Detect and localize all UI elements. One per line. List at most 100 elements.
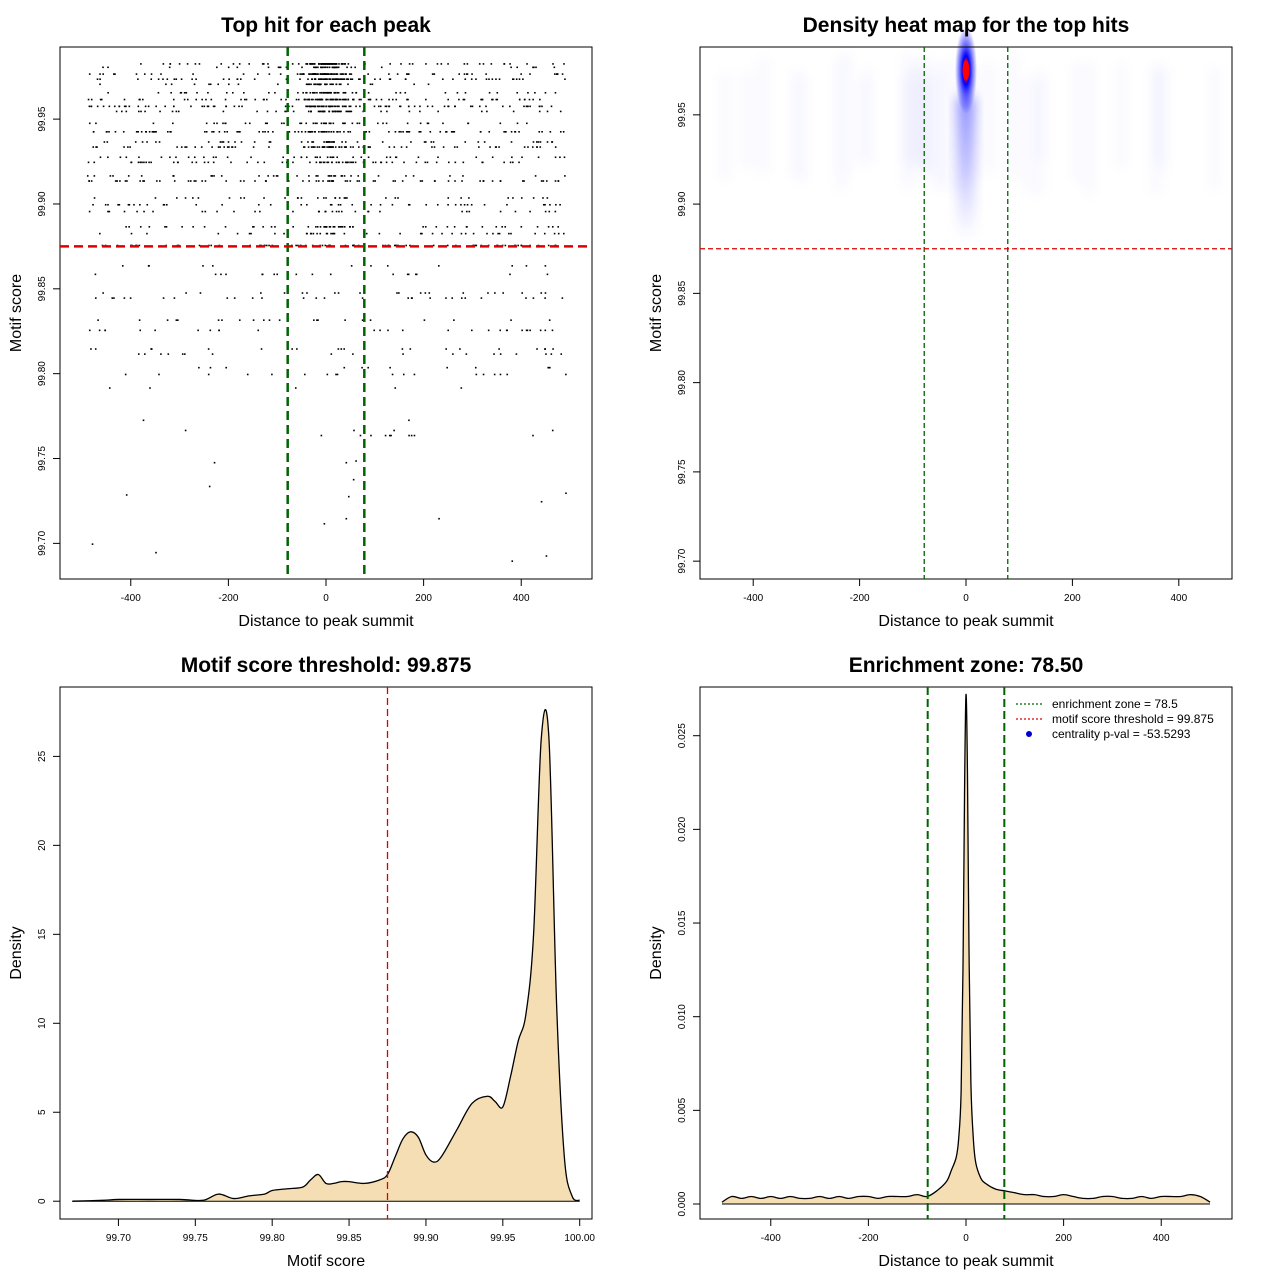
p1-point [355,460,357,462]
p1-point [328,105,330,108]
p1-point [326,131,328,133]
p1-point [185,292,187,294]
p1-point [240,98,242,101]
p1-point [99,73,101,75]
p1-point [510,319,512,321]
p1-point [91,543,94,545]
p1-point [138,319,141,321]
p1-point [387,329,389,332]
p1-point [116,180,119,182]
p1-xlabel: Distance to peak summit [238,613,414,630]
p1-point [478,63,481,65]
p1-point [157,91,160,94]
p1-point [466,63,469,65]
p1-point [525,297,527,299]
p1-point [380,98,383,101]
p1-point [341,63,344,65]
p1-point [135,131,138,133]
p1-point [222,110,225,113]
p1-point [307,141,309,143]
p1-point [340,110,342,113]
p1-point [309,63,311,65]
p1-point [93,161,96,164]
p1-point [438,517,440,520]
p1-point [474,244,477,247]
p1-point [317,180,320,182]
p1-point [481,161,484,164]
p1-point [512,197,514,199]
p1-point [322,78,325,80]
p1-point [325,122,327,125]
p1-point [415,161,418,164]
p1-point [379,203,382,206]
p1-point [350,73,353,75]
p1-point [339,226,341,228]
p1-point [252,319,255,321]
p1-point [195,180,197,182]
p1-point [452,131,454,133]
p1-point [181,226,183,228]
p1-point [388,78,391,80]
p1-point [538,110,541,113]
p1-xtick-label: -400 [121,593,141,604]
p1-point [162,63,165,65]
p1-point [329,156,332,159]
p1-point [326,73,329,75]
p3-frame [59,686,593,1220]
p1-point [401,348,404,350]
p1-point [217,146,220,148]
p1-point [90,180,93,182]
p1-point [118,203,121,206]
p1-point [419,105,421,108]
p1-point [268,141,271,143]
p1-ytick-label: 99.85 [37,276,48,301]
p1-point [367,366,369,369]
p1-point [305,83,308,86]
p1-point [321,78,323,80]
p1-point [162,78,164,80]
p1-point [332,146,334,148]
p1-point [312,141,315,143]
p1-point [542,197,544,199]
p1-point [208,83,210,86]
p1-point [318,83,320,86]
p1-point [177,110,180,113]
p1-point [114,131,117,133]
p1-point [264,131,266,133]
p1-point [192,226,194,228]
p1-point [373,105,376,108]
p1-point [225,273,227,276]
p1-point [93,197,96,199]
p1-point [314,83,316,86]
p1-point [421,180,424,182]
p1-point [370,203,372,206]
p1-point [518,131,520,133]
p1-point [172,122,174,125]
p1-point [562,131,565,133]
p1-point [159,180,161,182]
p2-streak [1026,78,1033,193]
p1-point [266,110,269,113]
p1-point [549,203,551,206]
p1-point [324,73,326,75]
p1-point [422,226,424,228]
p1-point [394,197,397,199]
p1-point [142,419,145,422]
p1-point [431,73,434,75]
p1-point [423,141,426,143]
p1-point [331,156,333,159]
p1-point [316,83,318,86]
p1-point [210,175,213,177]
p1-point [325,91,327,94]
p1-point [323,131,326,133]
p1-point [441,232,443,235]
p1-point [447,98,450,101]
p1-point [544,297,546,299]
p1-point [340,210,343,213]
p1-point [388,73,390,75]
p1-point [358,180,361,182]
p1-point [477,141,480,143]
p1-point [201,180,203,182]
p1-point [553,232,556,235]
p1-point [216,66,218,69]
